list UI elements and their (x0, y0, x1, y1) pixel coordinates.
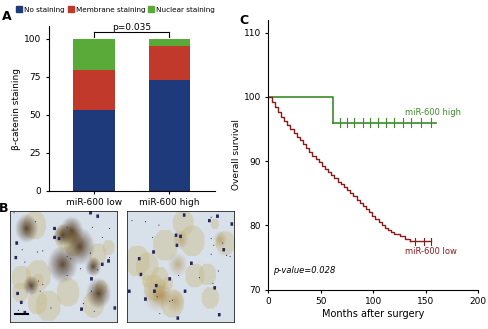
Text: p-value=0.028: p-value=0.028 (273, 266, 335, 275)
Bar (73, 70, 115, 110)
Legend: No staining, Membrane staining, Nuclear staining: No staining, Membrane staining, Nuclear … (13, 4, 218, 15)
Text: miR-600 low: miR-600 low (405, 247, 457, 256)
Bar (149, 38, 190, 46)
Text: A: A (2, 10, 12, 23)
Bar (149, 46, 190, 80)
Text: C: C (239, 14, 248, 27)
Y-axis label: Overall survival: Overall survival (232, 119, 241, 190)
X-axis label: Months after surgery: Months after surgery (322, 309, 425, 319)
Bar (73, 38, 115, 70)
Bar (149, 80, 190, 191)
Text: miR-600 high: miR-600 high (405, 108, 461, 117)
Bar (73, 110, 115, 191)
Y-axis label: β-catenin staining: β-catenin staining (12, 67, 21, 150)
Text: B: B (0, 202, 8, 215)
Text: p=0.035: p=0.035 (112, 23, 151, 32)
